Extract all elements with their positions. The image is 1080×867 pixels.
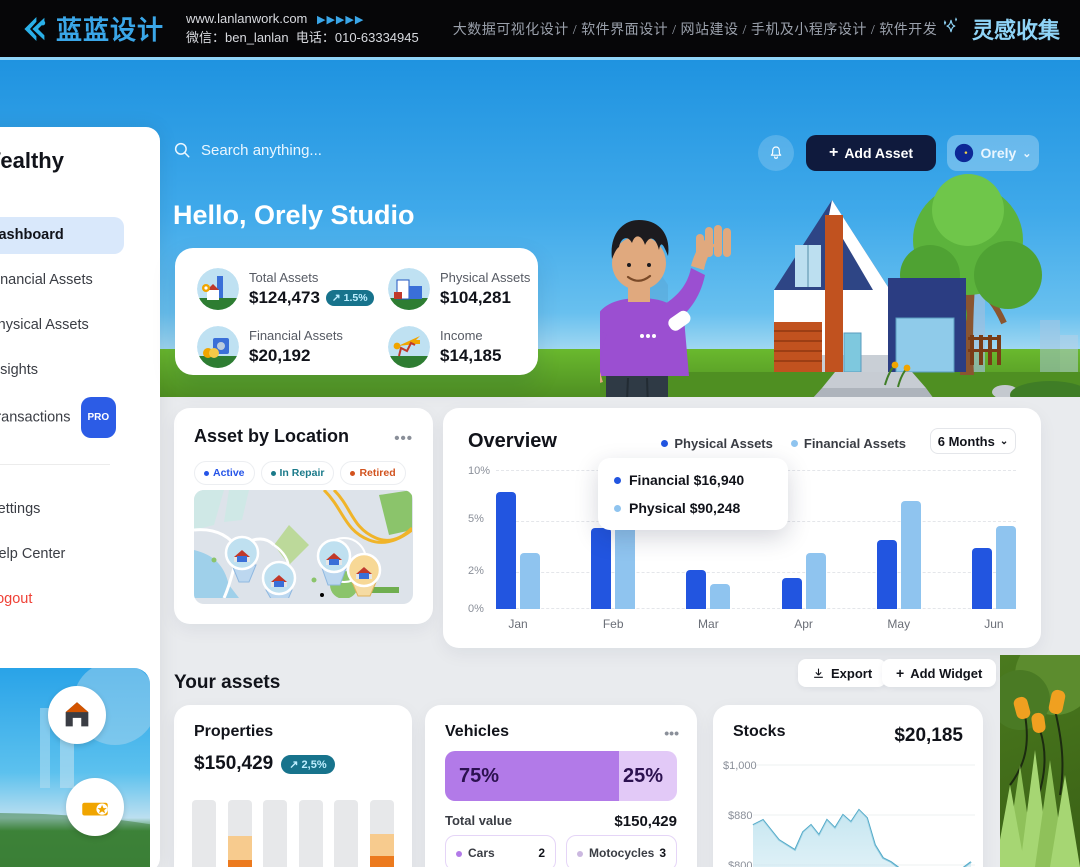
svg-text:$800: $800	[728, 860, 752, 867]
svg-text:$880: $880	[728, 810, 752, 822]
svg-text:$1,000: $1,000	[723, 760, 757, 772]
